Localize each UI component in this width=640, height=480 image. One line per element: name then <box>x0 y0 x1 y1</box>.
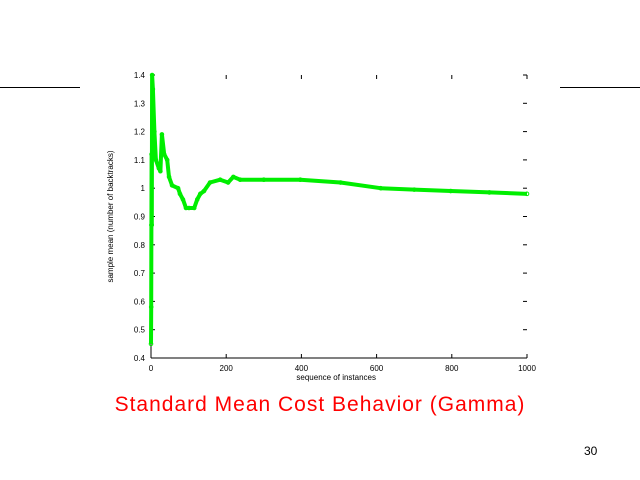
data-point <box>237 177 243 183</box>
data-point <box>411 187 417 192</box>
data-point <box>148 304 154 310</box>
data-point <box>217 177 223 183</box>
page-number: 30 <box>584 444 598 458</box>
x-tick-label: 400 <box>295 364 309 373</box>
x-axis-label: sequence of instances <box>296 373 376 382</box>
data-point <box>169 183 175 188</box>
data-point <box>148 341 154 347</box>
data-point <box>231 174 236 180</box>
y-tick-label: 1.3 <box>134 99 146 108</box>
data-point <box>158 168 163 174</box>
data-point <box>487 190 492 195</box>
data-point <box>378 185 384 191</box>
y-tick-label: 0.9 <box>134 213 146 222</box>
data-point <box>186 205 192 211</box>
x-tick-label: 1000 <box>518 364 536 373</box>
data-point <box>161 151 167 157</box>
data-point <box>297 177 303 183</box>
y-tick-label: 0.4 <box>134 354 146 363</box>
y-tick-label: 0.6 <box>134 297 146 306</box>
data-point <box>194 197 200 202</box>
series-line <box>149 73 528 344</box>
y-tick-label: 1.1 <box>134 156 146 165</box>
data-point <box>524 191 530 197</box>
data-point <box>201 188 207 194</box>
right-rule <box>560 87 640 88</box>
data-point <box>149 72 155 78</box>
x-tick-label: 0 <box>149 364 154 373</box>
slide-title: Standard Mean Cost Behavior (Gamma) <box>114 393 526 416</box>
data-point <box>183 205 189 211</box>
data-point <box>191 205 197 211</box>
data-point <box>159 132 165 137</box>
data-point <box>153 157 159 163</box>
y-axis-label: sample mean (number of backtracks) <box>106 150 115 282</box>
data-point <box>180 197 186 202</box>
y-tick-label: 1 <box>141 184 146 193</box>
y-tick-label: 0.5 <box>134 326 146 335</box>
y-tick-label: 0.7 <box>134 269 146 278</box>
x-tick-label: 200 <box>220 364 234 373</box>
data-point <box>164 157 170 163</box>
data-point <box>177 191 183 197</box>
y-tick-label: 1.2 <box>134 128 146 137</box>
data-point <box>152 129 157 134</box>
data-point <box>197 191 203 197</box>
data-point <box>261 177 267 183</box>
data-point <box>207 180 213 185</box>
y-tick-label: 0.8 <box>134 241 146 250</box>
data-point <box>149 151 154 157</box>
data-point <box>338 180 343 185</box>
data-point <box>149 222 155 228</box>
left-rule <box>0 87 80 88</box>
data-point <box>166 174 172 180</box>
x-tick-label: 600 <box>370 364 384 373</box>
data-point <box>448 188 453 194</box>
data-point <box>225 180 231 185</box>
data-point <box>150 86 156 92</box>
y-tick-label: 1.4 <box>134 71 146 80</box>
x-tick-label: 800 <box>445 364 459 373</box>
data-point <box>175 185 181 191</box>
